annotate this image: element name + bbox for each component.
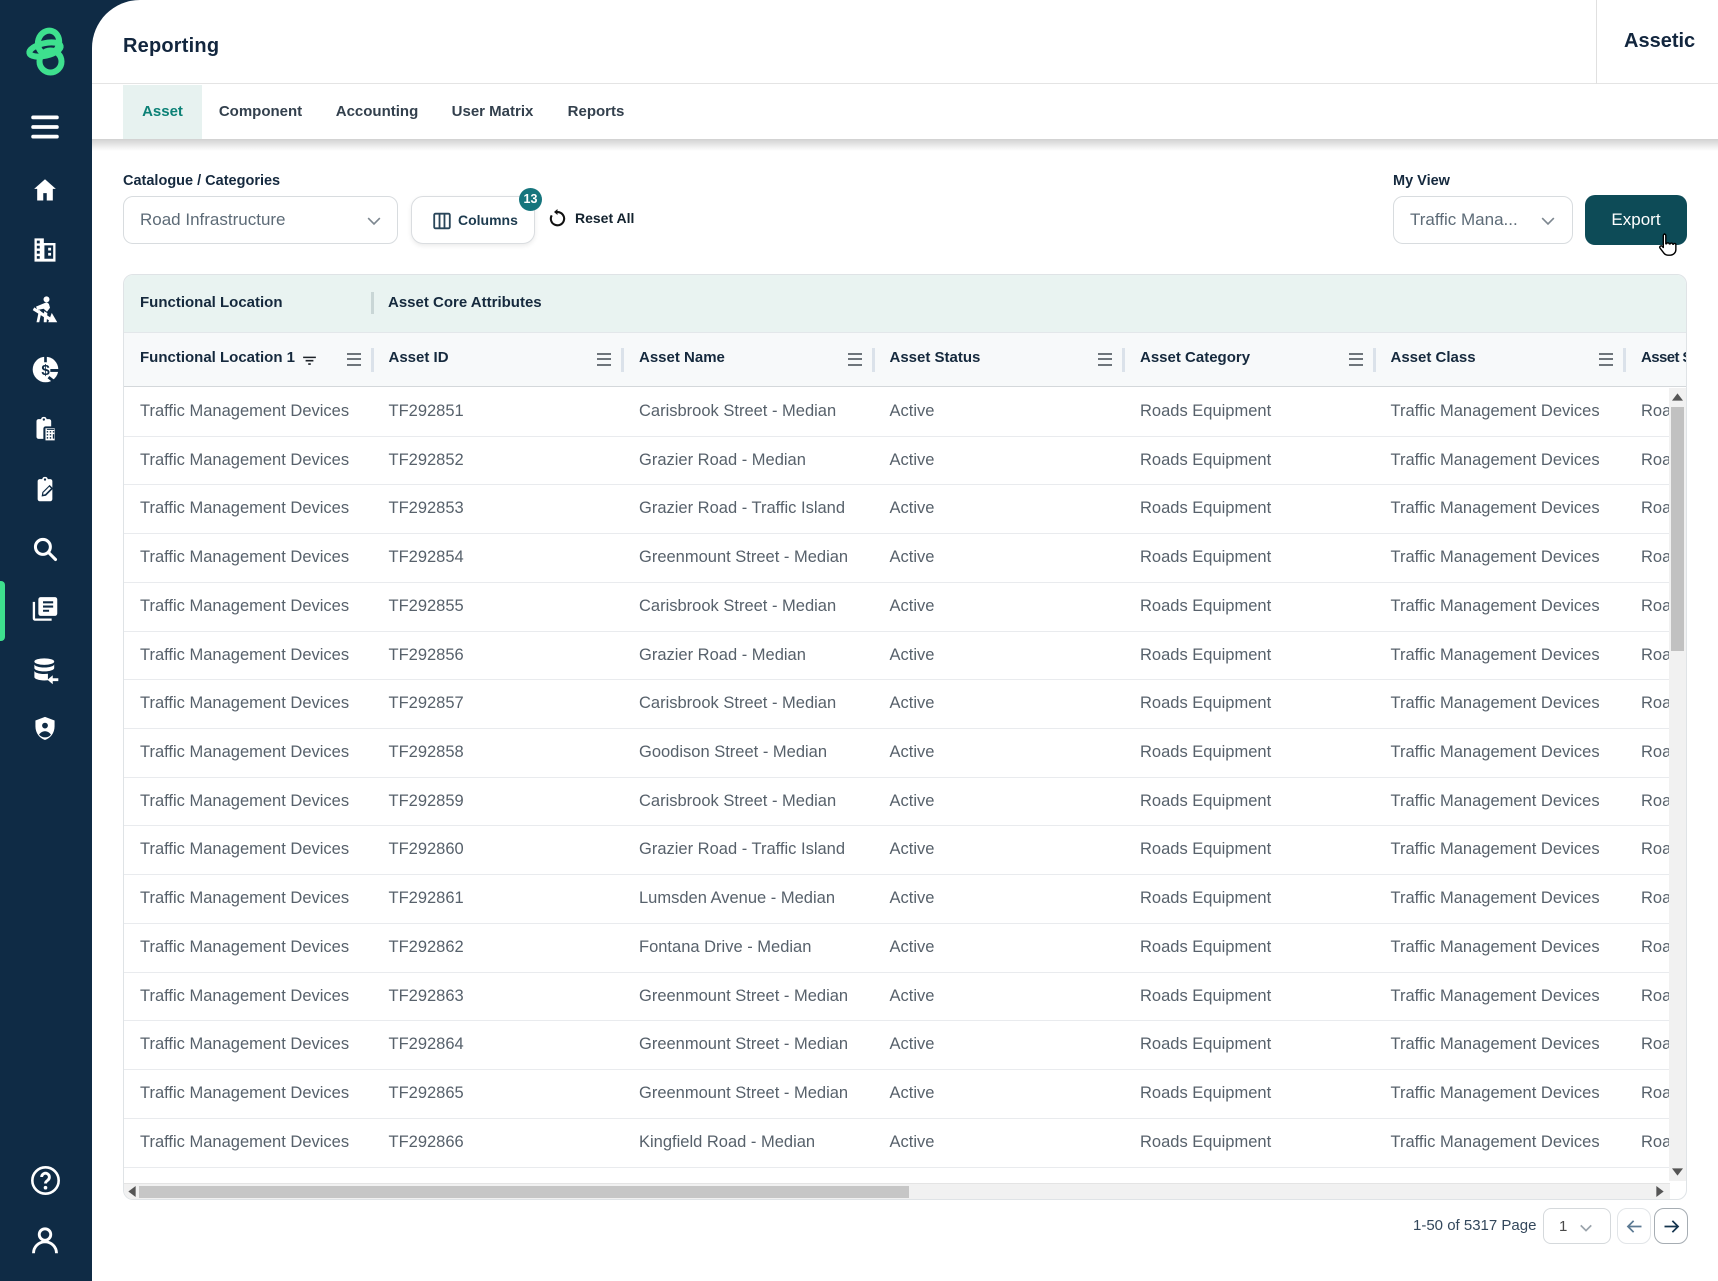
svg-text:$: $ — [41, 361, 50, 378]
